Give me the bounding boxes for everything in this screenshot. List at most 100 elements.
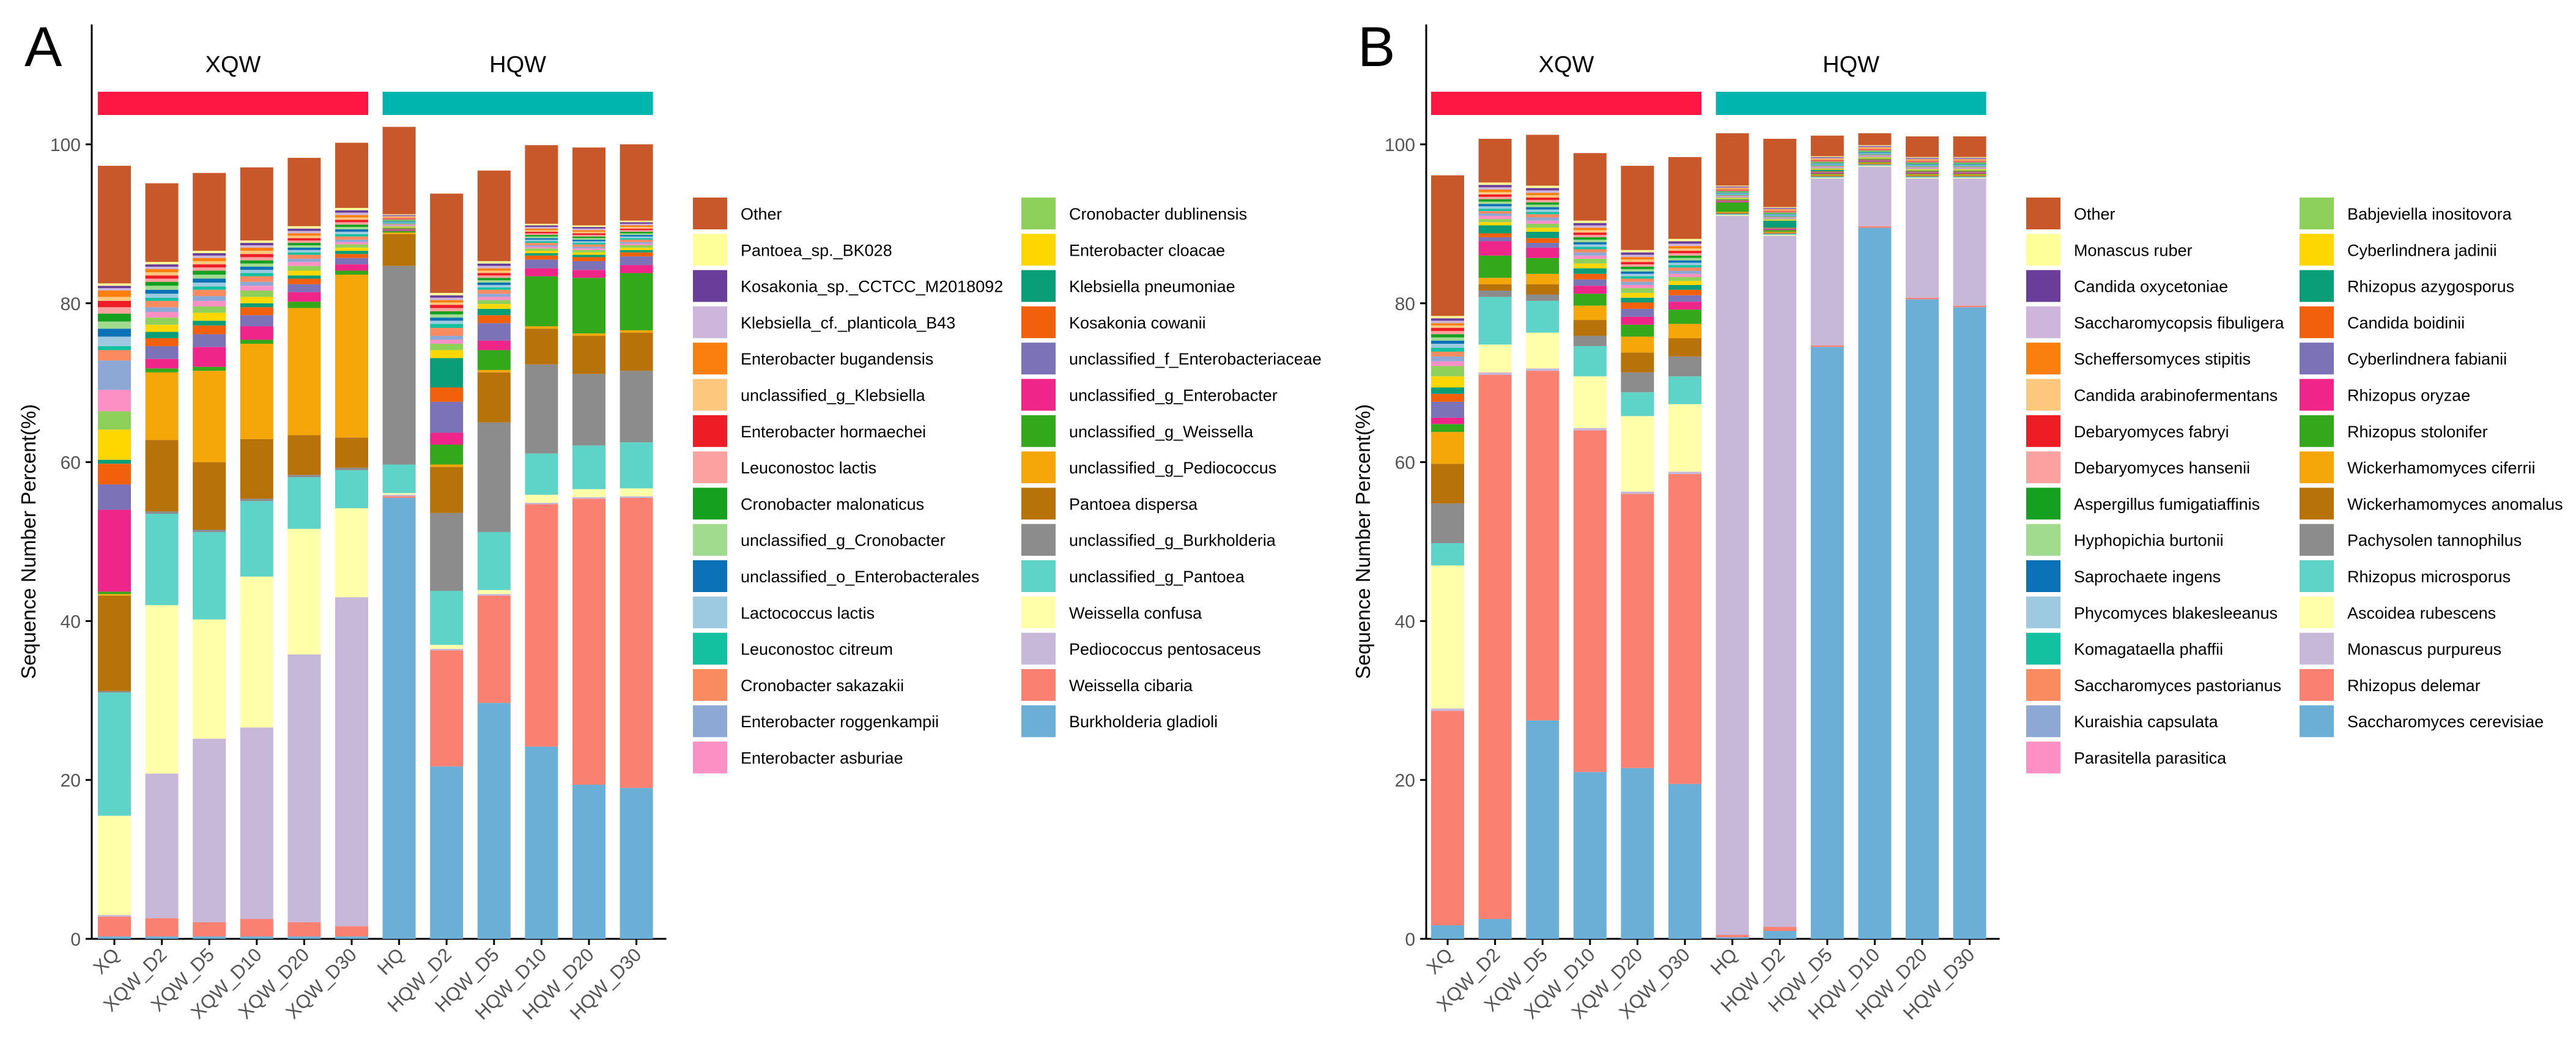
bar-segment [240, 281, 273, 286]
bar-segment [1621, 278, 1654, 282]
bar-segment [335, 236, 368, 240]
bar-segment [525, 241, 558, 243]
bar-segment [1573, 305, 1607, 320]
legend-label: Enterobacter bugandensis [741, 350, 933, 368]
legend-label: Pantoea dispersa [1069, 495, 1198, 513]
bar-segment [477, 278, 511, 281]
bar-segment [240, 727, 273, 919]
legend-label: Other [741, 205, 782, 223]
bar-segment [1573, 220, 1607, 223]
bar-segment [1573, 237, 1607, 240]
bar-segment [240, 339, 273, 344]
bar-segment [430, 314, 464, 318]
bar-segment [193, 253, 226, 256]
legend-label: Rhizopus azygosporus [2347, 278, 2514, 296]
legend-swatch [2300, 415, 2334, 447]
bar-segment [1668, 472, 1701, 475]
bar-segment [1906, 165, 1939, 166]
bar-segment [1668, 243, 1701, 246]
bar-segment [1715, 214, 1749, 215]
bar-segment [1858, 149, 1892, 150]
bar-segment [335, 210, 368, 213]
bar-segment [193, 264, 226, 268]
bar-segment [1715, 215, 1749, 935]
bar-segment [98, 915, 131, 917]
bar-segment [1810, 177, 1844, 179]
legend-label: unclassified_g_Pediococcus [1069, 459, 1276, 477]
bar-segment [620, 233, 653, 235]
y-tick-label: 40 [1395, 612, 1415, 632]
bar-segment [287, 231, 321, 234]
bar-segment [287, 235, 321, 239]
bar-segment [287, 240, 321, 243]
bar-segment [1526, 207, 1560, 210]
bar-segment [1621, 372, 1654, 393]
bar-segment [430, 467, 464, 513]
legend-label: Aspergillus fumigatiaffinis [2074, 495, 2260, 513]
bar-segment [287, 477, 321, 529]
bar-segment [145, 440, 179, 512]
bar-segment [572, 239, 605, 242]
legend-swatch [1021, 270, 1056, 302]
legend-swatch [693, 415, 727, 447]
bar-segment [1906, 158, 1939, 160]
bar-segment [1621, 267, 1654, 269]
bar-segment [287, 292, 321, 302]
bar-segment [1668, 253, 1701, 256]
bar-segment [1621, 271, 1654, 274]
bar-segment [1573, 239, 1607, 242]
bar-segment [145, 289, 179, 294]
panel-b: B Sequence Number Percent(%) 0 20 40 60 80 100 X… [1352, 16, 2563, 1024]
legend-swatch [1021, 306, 1056, 338]
bar-segment [1810, 161, 1844, 163]
bar-segment [620, 228, 653, 231]
bar-segment [335, 275, 368, 438]
bar-segment [1431, 334, 1464, 338]
bar-segment [430, 513, 464, 591]
bar-segment [1668, 295, 1701, 302]
bar-segment [145, 264, 179, 267]
bar-segment [572, 243, 605, 245]
bar-segment [1906, 172, 1939, 174]
bar-segment [1906, 163, 1939, 165]
bar-segment [193, 320, 226, 326]
legend-swatch [2026, 343, 2060, 375]
legend-swatch [2026, 669, 2060, 701]
bar-segment [240, 276, 273, 282]
bar-segment [287, 654, 321, 922]
bar-segment [1621, 259, 1654, 262]
legend-label: Enterobacter cloacae [1069, 241, 1225, 259]
bar-segment [287, 435, 321, 475]
bar-segment [98, 307, 131, 314]
bar-segment [1621, 768, 1654, 939]
bar-segment [335, 247, 368, 251]
bar-segment [1668, 284, 1701, 290]
panel-label: A [24, 16, 62, 78]
bar-segment [193, 530, 226, 532]
bar-segment [240, 501, 273, 577]
legend-label: Candida oxycetoniae [2074, 278, 2228, 296]
bar-segment [1621, 416, 1654, 492]
bar-segment [145, 773, 179, 919]
y-tick-label: 80 [61, 294, 81, 314]
legend-swatch [693, 560, 727, 592]
bar-segment [1573, 346, 1607, 377]
legend-swatch [1021, 705, 1056, 738]
bar-segment [1715, 188, 1749, 190]
bar-segment [382, 498, 416, 939]
bar-segment [1668, 270, 1701, 274]
bar-segment [1478, 278, 1512, 284]
legend-label: unclassified_o_Enterobacterales [741, 568, 979, 586]
bar-segment [1810, 169, 1844, 172]
bar-segment [193, 267, 226, 271]
legend-swatch [1021, 487, 1056, 520]
bar-segment [620, 256, 653, 265]
bar-segment [1573, 376, 1607, 428]
bar-segment [477, 315, 511, 324]
bar-segment [1953, 166, 1986, 168]
bar-segment [1573, 242, 1607, 245]
bar-segment [430, 193, 464, 293]
bar-segment [477, 304, 511, 309]
legend-swatch [2026, 741, 2060, 774]
bar-segment [1953, 165, 1986, 166]
